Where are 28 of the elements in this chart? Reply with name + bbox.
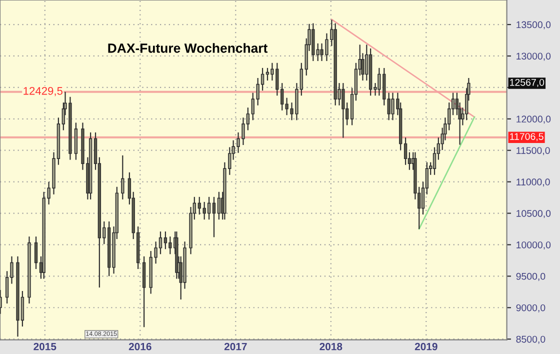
ref-line-label: 11706,5: [510, 133, 544, 142]
candlestick: [217, 191, 221, 220]
y-tick-label: 10500,0: [516, 210, 551, 218]
candlestick: [164, 230, 168, 250]
y-tick-label: 13000,0: [516, 52, 551, 61]
candlestick: [34, 236, 38, 270]
candlestick: [387, 92, 390, 121]
y-tick-label: 13500,0: [516, 21, 551, 30]
candlestick: [212, 196, 216, 238]
y-tick-label: 11500,0: [516, 147, 550, 156]
y-tick-label: 12000,0: [516, 116, 551, 124]
y-tick-label: 9000,0: [516, 304, 546, 312]
y-tick-label: 10000,0: [516, 241, 551, 250]
x-tick-label: 2016: [128, 342, 152, 350]
x-tick-label: 2018: [320, 342, 342, 350]
candlestick: [342, 82, 345, 138]
y-tick-label: 8500,0: [516, 336, 546, 344]
candlestick: [404, 136, 408, 166]
ref-line-label: 12429,5: [24, 86, 63, 96]
y-tick-label: 9500,0: [516, 272, 546, 281]
text: DAX-Future Wochenchart: [108, 43, 268, 53]
annotation: 12567,0: [510, 78, 544, 87]
candlestick: [121, 154, 124, 200]
x-tick-label: 2015: [34, 342, 56, 350]
y-tick-label: 11000,0: [516, 178, 550, 187]
x-tick-label: 2017: [224, 342, 247, 350]
x-tick-label: 2019: [414, 342, 438, 350]
candlestick: [432, 146, 436, 176]
